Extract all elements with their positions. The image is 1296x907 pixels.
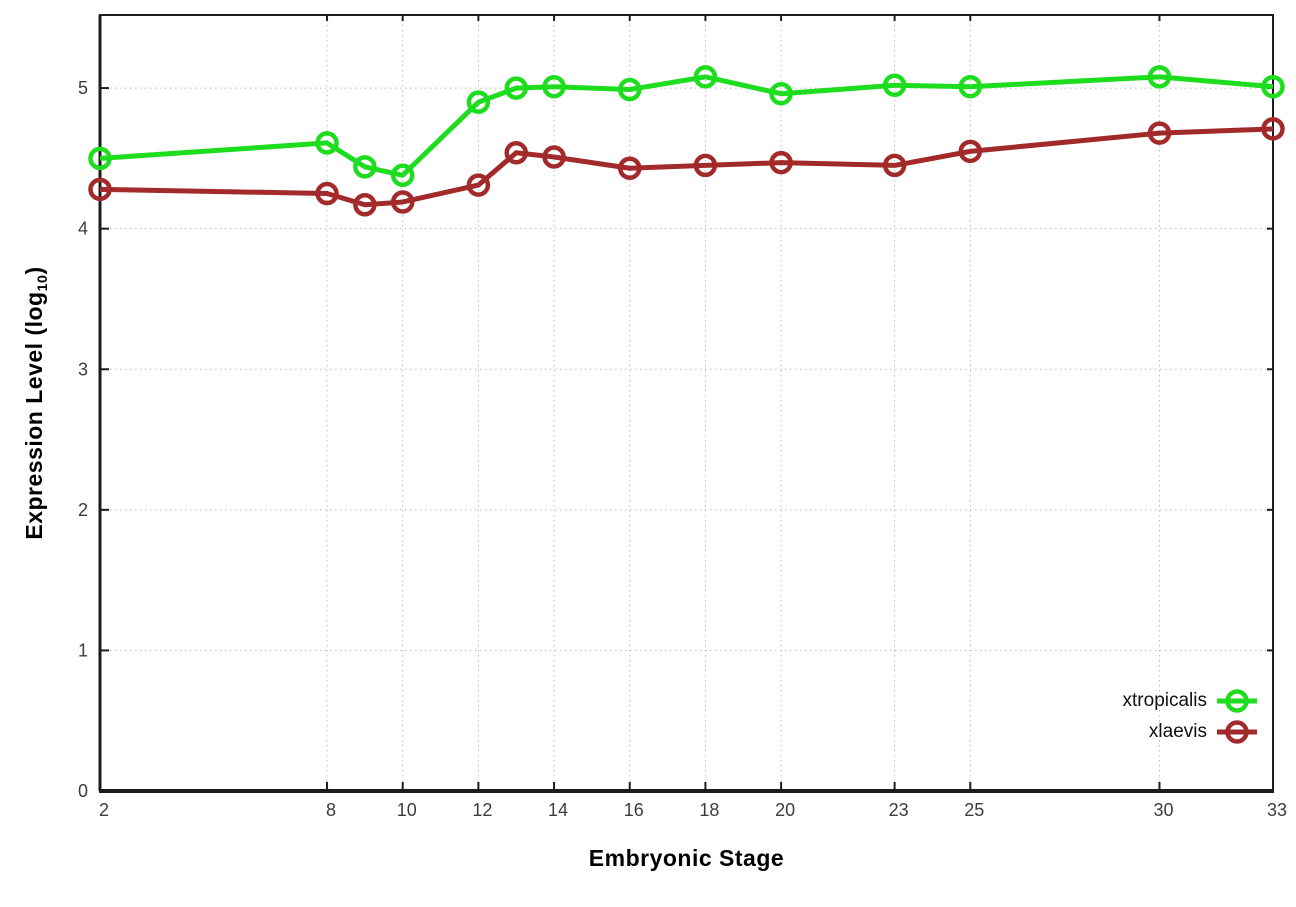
x-tick-label: 20 [775,800,795,820]
data-point-xtropicalis [315,131,339,155]
y-tick-label: 0 [78,781,88,801]
data-point-xlaevis [88,177,112,202]
y-axis-title: Expression Level (log10) [21,266,51,539]
y-tick-label: 5 [78,78,88,98]
legend-row-xlaevis: xlaevis [1149,717,1258,746]
data-point-xlaevis [769,150,793,175]
y-axis-title-subscript: 10 [34,274,51,292]
x-tick-label: 25 [964,800,984,820]
data-point-xtropicalis [504,76,528,100]
legend-label-xlaevis: xlaevis [1148,720,1207,742]
data-point-xlaevis [504,141,528,165]
data-point-xlaevis [390,190,415,214]
plot-border [99,14,1274,792]
data-point-xtropicalis [466,90,491,114]
y-tick-label: 3 [78,359,88,379]
data-point-xtropicalis [769,81,793,106]
x-tick-label: 8 [326,800,336,820]
series-line-xtropicalis [99,74,1274,178]
data-point-xtropicalis [617,77,642,102]
y-tick-label: 4 [78,219,88,239]
series-line-xlaevis [99,126,1274,208]
data-point-xtropicalis [1147,65,1172,89]
legend-row-xtropicalis: xtropicalis [1123,686,1258,715]
data-point-xlaevis [882,153,907,178]
x-tick-label: 16 [624,800,644,820]
data-point-xtropicalis [1261,74,1285,99]
y-axis-title-close: ) [21,266,48,275]
data-point-xlaevis [693,153,718,178]
data-point-xlaevis [353,193,377,217]
data-point-xlaevis [1147,121,1172,145]
x-tick-label: 23 [889,800,909,820]
data-point-xlaevis [542,145,566,169]
y-tick-label: 2 [78,500,88,520]
data-point-xtropicalis [390,163,415,188]
x-tick-label: 30 [1153,800,1173,820]
x-tick-label: 18 [699,800,719,820]
x-tick-label: 33 [1267,800,1287,820]
legend-marker-xtropicalis-icon [1217,688,1257,713]
x-tick-label: 14 [548,800,568,820]
y-axis-title-text: Expression Level (log [21,291,48,540]
x-tick-label: 12 [472,800,492,820]
legend-label-xtropicalis: xtropicalis [1122,689,1207,711]
x-tick-label: 2 [99,800,109,820]
legend: xtropicalis xlaevis [1123,686,1258,746]
data-point-xlaevis [617,156,642,180]
data-point-xtropicalis [353,155,377,179]
y-tick-label: 1 [78,640,88,660]
data-point-xlaevis [315,181,339,206]
data-point-xtropicalis [693,65,718,89]
data-point-xlaevis [958,139,983,164]
legend-marker-xlaevis-icon [1217,719,1257,744]
data-point-xlaevis [466,173,491,197]
x-axis-title: Embryonic Stage [588,845,785,871]
x-tick-label: 10 [397,800,417,820]
data-point-xlaevis [1261,117,1285,141]
data-point-xtropicalis [542,74,566,99]
data-point-xtropicalis [882,73,907,98]
data-point-xtropicalis [958,74,983,99]
data-point-xtropicalis [88,146,112,171]
